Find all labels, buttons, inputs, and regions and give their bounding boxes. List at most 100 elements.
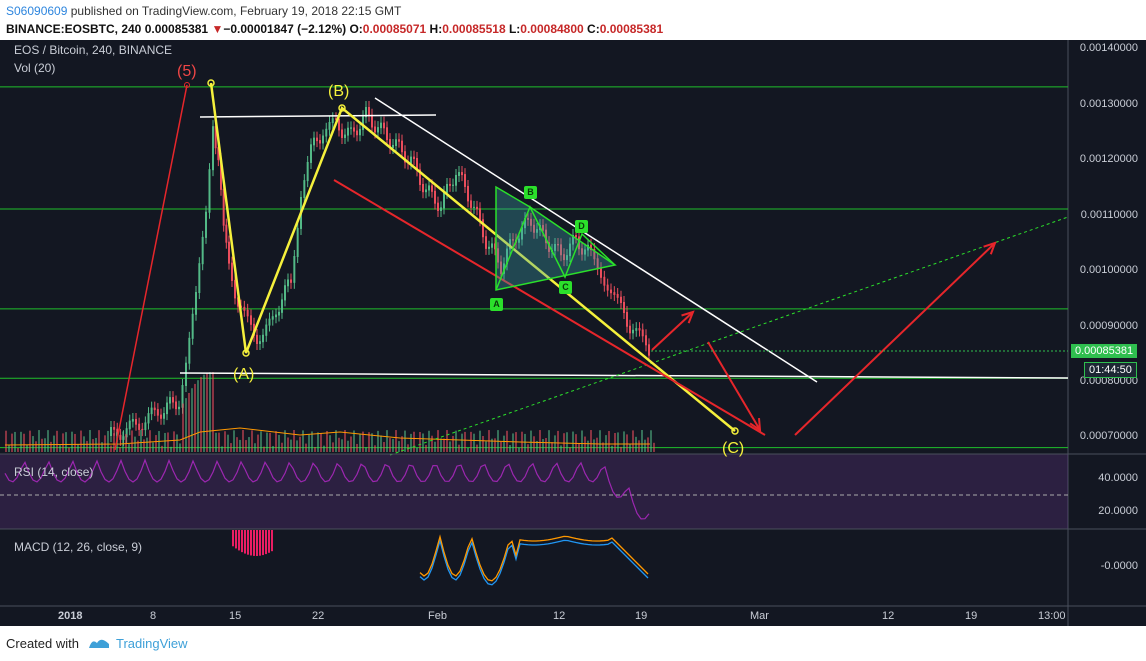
volume-bar: [50, 441, 52, 452]
x-tick: 8: [150, 610, 157, 622]
resistance-trendline: [374, 97, 818, 383]
volume-bar: [641, 430, 643, 452]
volume-label: Vol (20): [14, 61, 56, 75]
tradingview-brand-link[interactable]: TradingView: [116, 636, 188, 651]
volume-bar: [473, 433, 475, 452]
volume-bar: [20, 431, 22, 452]
volume-bar: [260, 431, 262, 452]
volume-bar: [365, 447, 367, 452]
indicator-panes: [0, 453, 1146, 586]
candle-body: [377, 127, 379, 133]
candle-body: [268, 318, 271, 326]
candle-body: [141, 428, 144, 431]
candle-body: [290, 279, 292, 283]
candle-body: [560, 244, 562, 256]
candle-body: [572, 235, 574, 245]
candle-body: [401, 140, 403, 153]
volume-bar: [242, 430, 244, 452]
candle-body: [313, 137, 315, 146]
candle-body: [243, 306, 246, 311]
candle-body: [616, 293, 619, 298]
candle-body: [533, 224, 535, 233]
volume-bar: [455, 430, 457, 452]
signal-line: [419, 534, 649, 582]
volume-bar: [62, 433, 64, 452]
x-tick: 22: [312, 610, 325, 622]
volume-bar: [437, 430, 439, 452]
volume-bar: [440, 438, 442, 452]
chart-canvas[interactable]: EOS / Bitcoin, 240, BINANCE Vol (20) RSI…: [0, 40, 1146, 626]
author-link[interactable]: S06090609: [6, 4, 68, 18]
last-price-badge: 0.00085381: [1071, 344, 1138, 358]
macd-tick: -0.0000: [1100, 560, 1138, 572]
volume-bar: [269, 432, 271, 452]
candle-body: [461, 172, 463, 176]
volume-bar: [476, 444, 478, 452]
candle-body: [262, 334, 264, 343]
arrow-up-1: [651, 311, 694, 351]
chart-svg[interactable]: [0, 40, 1146, 626]
volume-bar: [362, 431, 364, 452]
candle-body: [494, 243, 496, 250]
volume-bar: [533, 436, 535, 452]
volume-bar: [119, 447, 121, 452]
volume-bar: [572, 431, 574, 452]
price-tick: 0.00100000: [1079, 264, 1138, 276]
volume-bar: [131, 430, 133, 452]
volume-bar: [170, 446, 172, 452]
volume-bar: [248, 437, 250, 452]
x-tick: 19: [635, 610, 648, 622]
candle-body: [113, 427, 116, 430]
candle-body: [328, 122, 331, 130]
candle-body: [575, 235, 577, 238]
macd-histogram-bar: [268, 530, 270, 553]
candle-body: [464, 174, 466, 187]
volume-bar: [143, 439, 145, 452]
wave-5-point: [184, 82, 190, 88]
volume-bar: [65, 432, 67, 452]
volume-bar: [164, 432, 166, 452]
volume-bar: [425, 444, 427, 452]
candle-body: [325, 128, 328, 137]
volume-bar: [479, 430, 481, 452]
volume-bar: [272, 446, 274, 452]
candle-body: [593, 249, 596, 260]
candle-body: [419, 169, 421, 185]
candle-body: [185, 362, 187, 386]
candle-body: [296, 227, 299, 257]
volume-bar: [542, 439, 544, 452]
candle-body: [135, 418, 137, 425]
macd-histogram-bar: [253, 530, 255, 556]
volume-bar: [338, 437, 340, 452]
volume-bar: [554, 435, 556, 452]
candle-body: [610, 289, 612, 294]
candle-body: [422, 183, 424, 193]
candles: [110, 101, 650, 446]
candle-body: [443, 191, 445, 209]
volume-bar: [173, 431, 175, 452]
volume-bar: [617, 432, 619, 452]
candle-body: [293, 255, 296, 283]
candle-body: [603, 276, 606, 286]
volume-bar: [161, 445, 163, 452]
volume-bar: [566, 432, 568, 452]
volume-bar: [11, 433, 13, 452]
candle-body: [497, 248, 499, 263]
candle-body: [548, 242, 550, 252]
macd-histogram-bar: [238, 530, 240, 551]
candle-body: [521, 227, 523, 240]
candle-body: [545, 229, 547, 244]
volume-bar: [356, 443, 358, 452]
volume-bar: [302, 430, 304, 452]
volume-bar: [176, 434, 178, 452]
volume-bar: [275, 431, 277, 452]
triangle-label-c: C: [559, 281, 572, 294]
candle-body: [128, 420, 131, 430]
tradingview-logo-icon[interactable]: [88, 634, 110, 650]
volume-bar: [203, 374, 205, 452]
volume-bar: [149, 430, 151, 452]
candle-body: [410, 156, 412, 164]
volume-bar: [308, 434, 310, 452]
candle-body: [356, 130, 358, 136]
candle-body: [188, 337, 191, 364]
